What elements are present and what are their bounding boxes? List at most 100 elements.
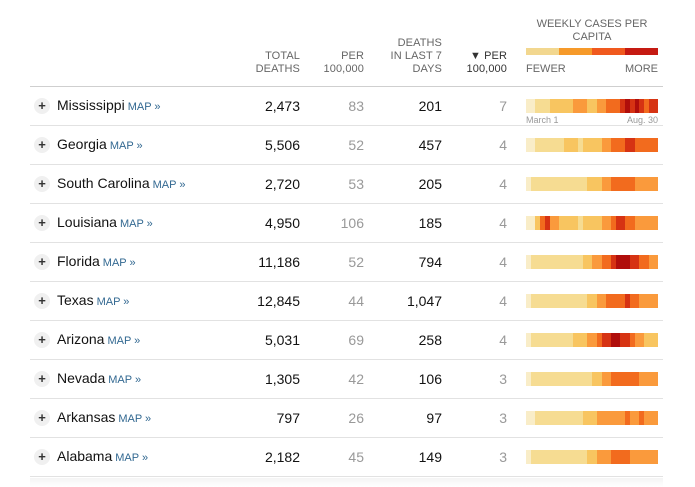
legend-swatch xyxy=(625,48,658,55)
heatmap-cell xyxy=(540,177,545,191)
map-link[interactable]: MAP » xyxy=(96,296,130,308)
heatmap-cell xyxy=(653,138,659,152)
table-row[interactable]: + Alabama MAP » 2,182 45 149 3 xyxy=(30,438,663,477)
expand-plus-icon[interactable]: + xyxy=(34,449,50,465)
heatmap-cell xyxy=(592,138,597,152)
heatmap-cell xyxy=(601,294,607,308)
heatmap-cell xyxy=(587,177,593,191)
header-deaths-last-7-days[interactable]: DEATHS IN LAST 7 DAYS xyxy=(390,37,442,75)
expand-plus-icon[interactable]: + xyxy=(34,410,50,426)
legend-swatch xyxy=(592,48,625,55)
deaths-last-7-days-value: 149 xyxy=(418,449,442,465)
table-row[interactable]: + Florida MAP » 11,186 52 794 4 xyxy=(30,243,663,282)
heatmap-cell xyxy=(530,99,536,113)
heatmap-cell xyxy=(596,411,602,425)
map-link[interactable]: MAP » xyxy=(108,374,142,386)
heatmap-cell xyxy=(601,372,607,386)
heatmap-cell xyxy=(601,450,607,464)
heatmap-cell xyxy=(559,372,564,386)
heatmap-cell xyxy=(615,138,621,152)
total-deaths-value: 797 xyxy=(276,410,300,426)
heatmap-cell xyxy=(587,216,593,230)
map-link[interactable]: MAP » xyxy=(102,257,136,269)
heatmap-cell xyxy=(582,216,588,230)
header-total-deaths[interactable]: TOTAL DEATHS xyxy=(255,50,300,75)
heatmap-cell xyxy=(639,372,644,386)
table-row[interactable]: + Louisiana MAP » 4,950 106 185 4 xyxy=(30,204,663,243)
heatmap-cell xyxy=(653,333,659,347)
table-row[interactable]: + Texas MAP » 12,845 44 1,047 4 xyxy=(30,282,663,321)
header-sorted-per-100k[interactable]: ▼ PER 100,000 xyxy=(466,50,507,75)
heatmap-cell xyxy=(601,99,607,113)
heatmap-cell xyxy=(625,294,630,308)
heatmap-cell xyxy=(648,99,654,113)
heatmap-cell xyxy=(606,138,611,152)
heatmap-cell xyxy=(643,450,649,464)
map-link[interactable]: MAP » xyxy=(119,218,153,230)
heatmap-cell xyxy=(629,450,635,464)
table-row[interactable]: + Nevada MAP » 1,305 42 106 3 xyxy=(30,360,663,399)
heatmap-cell xyxy=(648,450,654,464)
heatmap-cell xyxy=(625,177,630,191)
expand-plus-icon[interactable]: + xyxy=(34,98,50,114)
heatmap-cell xyxy=(643,333,649,347)
heatmap-cell xyxy=(540,255,545,269)
heatmap-cell xyxy=(643,99,649,113)
state-name-cell: Mississippi MAP » xyxy=(57,97,161,113)
heatmap-cell xyxy=(554,216,560,230)
map-link[interactable]: MAP » xyxy=(109,140,143,152)
header-per-100k[interactable]: PER 100,000 xyxy=(323,50,364,75)
weekly-cases-heatmap xyxy=(526,216,659,230)
heatmap-cell xyxy=(568,99,574,113)
table-row[interactable]: + Mississippi MAP » 2,473 83 201 7 March … xyxy=(30,87,663,126)
expand-plus-icon[interactable]: + xyxy=(34,215,50,231)
heatmap-cell xyxy=(530,255,536,269)
heatmap-cell xyxy=(568,411,574,425)
map-link[interactable]: MAP » xyxy=(127,101,161,113)
heatmap-cell xyxy=(606,255,611,269)
table-row[interactable]: + Arizona MAP » 5,031 69 258 4 xyxy=(30,321,663,360)
heatmap-cell xyxy=(535,450,541,464)
heatmap-cell xyxy=(625,99,630,113)
recent-per-100k-value: 4 xyxy=(499,293,507,309)
heatmap-cell xyxy=(573,138,578,152)
table-row[interactable]: + Arkansas MAP » 797 26 97 3 xyxy=(30,399,663,438)
heatmap-cell xyxy=(620,372,626,386)
deaths-last-7-days-value: 97 xyxy=(426,410,442,426)
heatmap-cell xyxy=(544,294,550,308)
table-row[interactable]: + South Carolina MAP » 2,720 53 205 4 xyxy=(30,165,663,204)
heatmap-cell xyxy=(559,255,564,269)
expand-plus-icon[interactable]: + xyxy=(34,254,50,270)
heatmap-cell xyxy=(625,411,630,425)
total-deaths-value: 2,720 xyxy=(264,176,300,192)
expand-plus-icon[interactable]: + xyxy=(34,371,50,387)
heatmap-cell xyxy=(568,333,574,347)
table-row[interactable]: + Georgia MAP » 5,506 52 457 4 xyxy=(30,126,663,165)
weekly-cases-heatmap xyxy=(526,99,659,113)
heatmap-cell xyxy=(582,138,588,152)
map-link[interactable]: MAP » xyxy=(115,452,149,464)
map-link[interactable]: MAP » xyxy=(107,335,141,347)
heatmap-cell xyxy=(563,294,569,308)
heatmap-cell xyxy=(582,99,588,113)
heatmap-cell xyxy=(606,450,611,464)
heatmap-cell xyxy=(587,255,593,269)
heatmap-cell xyxy=(615,177,621,191)
expand-plus-icon[interactable]: + xyxy=(34,176,50,192)
per-100k-value: 44 xyxy=(348,293,364,309)
map-link[interactable]: MAP » xyxy=(118,413,152,425)
expand-plus-icon[interactable]: + xyxy=(34,137,50,153)
weekly-cases-heatmap xyxy=(526,450,659,464)
heatmap-cell xyxy=(587,294,593,308)
table-bottom-fade xyxy=(30,478,663,487)
expand-plus-icon[interactable]: + xyxy=(34,332,50,348)
heatmap-cell xyxy=(540,216,545,230)
state-name-cell: Texas MAP » xyxy=(57,292,129,308)
heatmap-cell xyxy=(526,216,531,230)
deaths-last-7-days-value: 185 xyxy=(418,215,442,231)
heatmap-cell xyxy=(554,255,560,269)
heatmap-cell xyxy=(563,138,569,152)
map-link[interactable]: MAP » xyxy=(152,179,186,191)
heatmap-cell xyxy=(577,99,583,113)
expand-plus-icon[interactable]: + xyxy=(34,293,50,309)
